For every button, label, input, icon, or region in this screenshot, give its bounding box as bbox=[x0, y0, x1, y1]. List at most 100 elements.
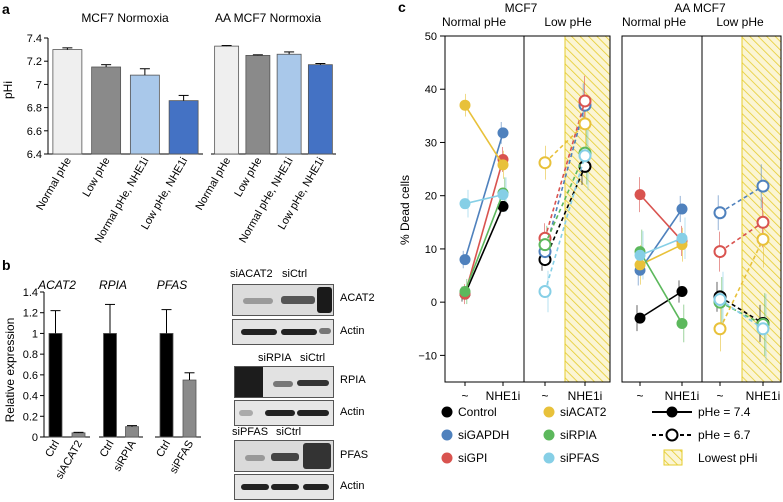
chart-c-series-line-sigpi bbox=[639, 194, 683, 242]
chart-c-series-line-sigpi bbox=[544, 100, 586, 239]
chart-c-point-siacat2 bbox=[713, 322, 727, 336]
chart-a1-category-label: Normal pHe bbox=[34, 156, 74, 213]
chart-c-point-sigapdh bbox=[676, 203, 688, 215]
legend-marker-solid bbox=[666, 406, 678, 418]
chart-c-series-line-control bbox=[544, 166, 586, 260]
chart-b1-y-tick-label: 1.2 bbox=[23, 308, 38, 320]
chart-b2-category-label: Ctrl bbox=[98, 439, 117, 460]
legend-label-control: Control bbox=[458, 405, 497, 419]
chart-a2-category-label: Low pHe bbox=[232, 156, 264, 200]
chart-c-point-siacat2 bbox=[538, 156, 552, 170]
chart-c-point-siacat2 bbox=[756, 232, 770, 246]
chart-a1-y-tick-label: 6.6 bbox=[27, 126, 42, 138]
legend-marker-siacat2 bbox=[543, 406, 555, 418]
blot-label-acat2: ACAT2 bbox=[340, 292, 375, 304]
legend-marker-sigapdh bbox=[441, 429, 453, 441]
chart-c-series-line-sigapdh bbox=[544, 104, 586, 252]
blot-header-sirpia: siRPIA bbox=[258, 352, 292, 364]
chart-c-x-tick-label: NHE1i bbox=[665, 389, 700, 403]
chart-b1-y-tick-label: 0.4 bbox=[23, 391, 38, 403]
legend-marker-sigpi bbox=[441, 452, 453, 464]
chart-a1-bar bbox=[129, 74, 160, 155]
chart-c-series-line-sigpi bbox=[464, 159, 504, 295]
chart-b1-bar bbox=[71, 432, 86, 438]
chart-c-series-line-sirpia bbox=[639, 251, 683, 324]
chart-a1-y-tick-label: 7 bbox=[36, 79, 42, 91]
chart-c-point-sigapdh bbox=[713, 206, 727, 220]
chart-b1-bar bbox=[48, 333, 63, 438]
chart-c-point-siacat2 bbox=[634, 259, 646, 271]
chart-c-point-sigpi bbox=[756, 215, 770, 229]
legend-marker-sipfas bbox=[543, 452, 555, 464]
chart-c-y-tick-label: 0 bbox=[431, 297, 437, 309]
chart-b2-bar bbox=[125, 426, 139, 438]
chart-a1-bar bbox=[91, 66, 122, 155]
chart-c-group1-sub2: Low pHe bbox=[544, 15, 592, 29]
chart-a2-bar bbox=[245, 55, 271, 155]
chart-c-point-sipfas bbox=[578, 149, 592, 163]
legend-label-lowest-phi: Lowest pHi bbox=[698, 451, 757, 465]
chart-c-series-line-control bbox=[719, 296, 764, 325]
chart-c-point-sipfas bbox=[459, 198, 471, 210]
chart-c-point-sigapdh bbox=[497, 127, 509, 139]
blot-label-actin-3: Actin bbox=[340, 480, 365, 492]
chart-b3-title: PFAS bbox=[157, 278, 187, 292]
chart-c-point-sigpi bbox=[634, 189, 646, 201]
chart-b1-y-tick-label: 1 bbox=[32, 328, 38, 340]
chart-c-x-tick-label: ~ bbox=[636, 389, 643, 403]
chart-c-group1-title: MCF7 bbox=[505, 1, 538, 15]
blot-image-actin-2 bbox=[234, 400, 334, 426]
chart-c-ylabel: % Dead cells bbox=[398, 175, 412, 245]
chart-c-frame bbox=[523, 35, 611, 383]
blot-image-pfas bbox=[234, 440, 334, 472]
chart-b2-category-label: siRPIA bbox=[111, 438, 139, 474]
chart-c-point-siacat2 bbox=[578, 117, 592, 131]
chart-c-point-sipfas bbox=[634, 249, 646, 261]
chart-c-y-tick-label: 30 bbox=[425, 137, 437, 149]
chart-c-group2-sub1: Normal pHe bbox=[622, 15, 686, 29]
chart-c-frame bbox=[444, 35, 525, 383]
chart-c-y-tick-label: 10 bbox=[425, 244, 437, 256]
chart-c-series-line-control bbox=[639, 290, 683, 319]
chart-c-x-tick-label: NHE1i bbox=[746, 389, 781, 403]
chart-c-series-line-sipfas bbox=[719, 298, 764, 330]
chart-c-series-line-sipfas bbox=[544, 155, 586, 292]
chart-a1-y-tick-label: 7.2 bbox=[27, 56, 42, 68]
chart-c-series-line-control bbox=[464, 206, 504, 295]
chart-c-point-sirpia bbox=[676, 317, 688, 329]
chart-c-lowest-phi-region bbox=[564, 35, 611, 383]
legend-label-sipfas: siPFAS bbox=[560, 451, 599, 465]
chart-c-frame bbox=[621, 35, 703, 383]
chart-c-x-tick-label: NHE1i bbox=[568, 389, 603, 403]
chart-c-point-siacat2 bbox=[459, 99, 471, 111]
chart-c-series-line-sipfas bbox=[464, 193, 504, 205]
chart-b1-title: ACAT2 bbox=[37, 278, 76, 292]
chart-c-point-sigapdh bbox=[459, 254, 471, 266]
chart-c-point-control bbox=[634, 312, 646, 324]
chart-c-x-tick-label: ~ bbox=[716, 389, 723, 403]
legend-hatch-swatch bbox=[663, 449, 683, 466]
chart-c-point-siacat2 bbox=[497, 159, 509, 171]
chart-c-x-tick-label: ~ bbox=[541, 389, 548, 403]
chart-c-y-tick-label: 20 bbox=[425, 191, 437, 203]
legend-label-sigapdh: siGAPDH bbox=[458, 428, 509, 442]
legend-marker-open bbox=[665, 428, 679, 442]
chart-c-series-line-sirpia bbox=[719, 301, 764, 326]
chart-c-series-line-siacat2 bbox=[464, 104, 504, 166]
chart-c-point-control bbox=[497, 200, 509, 212]
legend-label-sigpi: siGPI bbox=[458, 451, 487, 465]
chart-a1-y-tick-label: 6.4 bbox=[27, 149, 42, 161]
legend-label-sirpia: siRPIA bbox=[560, 428, 597, 442]
chart-b-ylabel: Relative expression bbox=[3, 318, 17, 423]
chart-b1-y-tick-label: 0.6 bbox=[23, 370, 38, 382]
chart-c-point-sigpi bbox=[578, 94, 592, 108]
chart-a2-category-label: Normal pHe bbox=[193, 156, 233, 213]
chart-c-series-line-siacat2 bbox=[639, 243, 683, 266]
blot-header-siacat2: siACAT2 bbox=[230, 268, 273, 280]
blot-label-pfas: PFAS bbox=[340, 449, 369, 461]
chart-c-point-sipfas bbox=[497, 189, 509, 201]
panel-label-c: c bbox=[398, 0, 406, 15]
blot-image-actin-3 bbox=[234, 474, 334, 500]
chart-a1-y-tick-label: 6.8 bbox=[27, 103, 42, 115]
